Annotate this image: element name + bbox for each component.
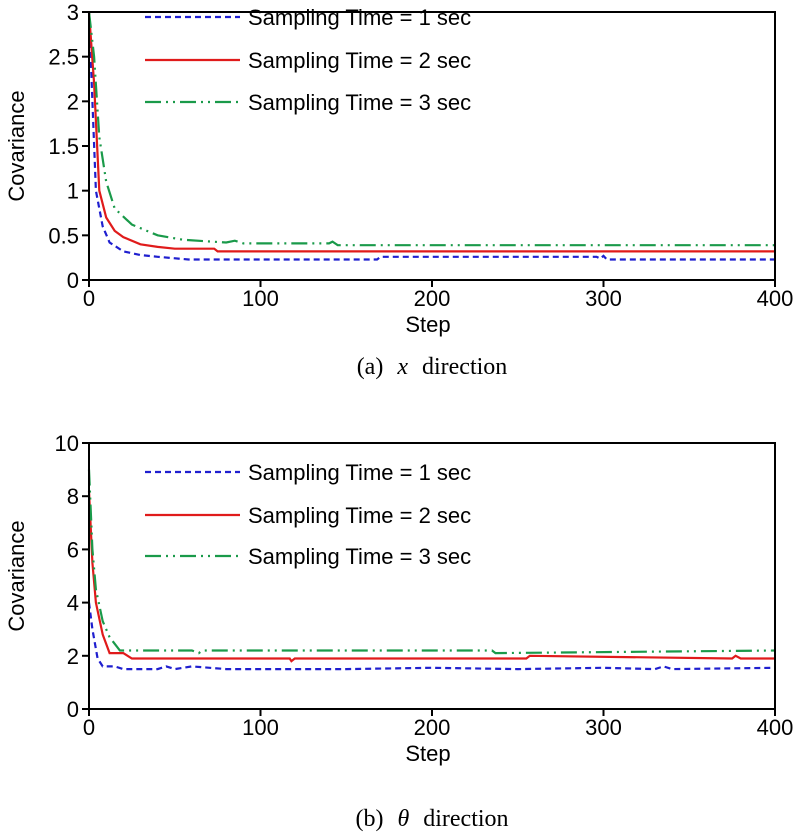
x-tick-label: 400	[757, 715, 794, 740]
caption-symbol: x	[396, 354, 408, 380]
y-tick-label: 6	[67, 537, 79, 562]
caption: (b) θ direction	[355, 806, 508, 832]
y-axis-label: Covariance	[4, 520, 29, 631]
legend-label-2: Sampling Time = 2 sec	[248, 503, 471, 528]
x-tick-label: 100	[242, 715, 279, 740]
y-tick-label: 10	[55, 431, 79, 456]
y-tick-label: 0	[67, 268, 79, 293]
caption-prefix: (b)	[355, 806, 383, 832]
y-tick-label: 3	[67, 0, 79, 25]
chart-theta: Sampling Time = 1 sec Sampling Time = 2 s…	[4, 431, 793, 832]
x-tick-label: 200	[414, 286, 451, 311]
x-axis-label: Step	[405, 312, 450, 337]
y-tick-label: 0.5	[48, 223, 79, 248]
legend-label-2: Sampling Time = 2 sec	[248, 48, 471, 73]
caption-symbol: θ	[397, 806, 409, 832]
y-tick-label: 4	[67, 591, 79, 616]
legend-label-1: Sampling Time = 1 sec	[248, 5, 471, 30]
x-tick-label: 100	[242, 286, 279, 311]
y-tick-label: 2	[67, 89, 79, 114]
legend-label-1: Sampling Time = 1 sec	[248, 460, 471, 485]
x-tick-label: 0	[83, 715, 95, 740]
series-line-3	[87, 11, 775, 247]
y-tick-label: 1.5	[48, 134, 79, 159]
chart-x: Sampling Time = 1 sec Sampling Time = 2 s…	[4, 0, 793, 380]
caption: (a) x direction	[357, 354, 508, 380]
caption-suffix: direction	[423, 806, 508, 832]
x-tick-label: 400	[757, 286, 794, 311]
y-tick-label: 8	[67, 484, 79, 509]
caption-suffix: direction	[422, 354, 507, 380]
y-tick-label: 1	[67, 179, 79, 204]
series-line-2	[87, 11, 775, 253]
series-line-2	[87, 490, 775, 663]
x-tick-label: 200	[414, 715, 451, 740]
y-tick-label: 2	[67, 644, 79, 669]
x-tick-label: 300	[585, 286, 622, 311]
x-axis-label: Step	[405, 741, 450, 766]
legend-label-3: Sampling Time = 3 sec	[248, 90, 471, 115]
y-axis-label: Covariance	[4, 90, 29, 201]
y-tick-label: 0	[67, 697, 79, 722]
y-tick-label: 2.5	[48, 45, 79, 70]
caption-prefix: (a)	[357, 354, 384, 380]
x-tick-label: 0	[83, 286, 95, 311]
series-line-1	[87, 602, 776, 671]
legend-label-3: Sampling Time = 3 sec	[248, 544, 471, 569]
x-tick-label: 300	[585, 715, 622, 740]
series-line-3	[87, 469, 776, 655]
